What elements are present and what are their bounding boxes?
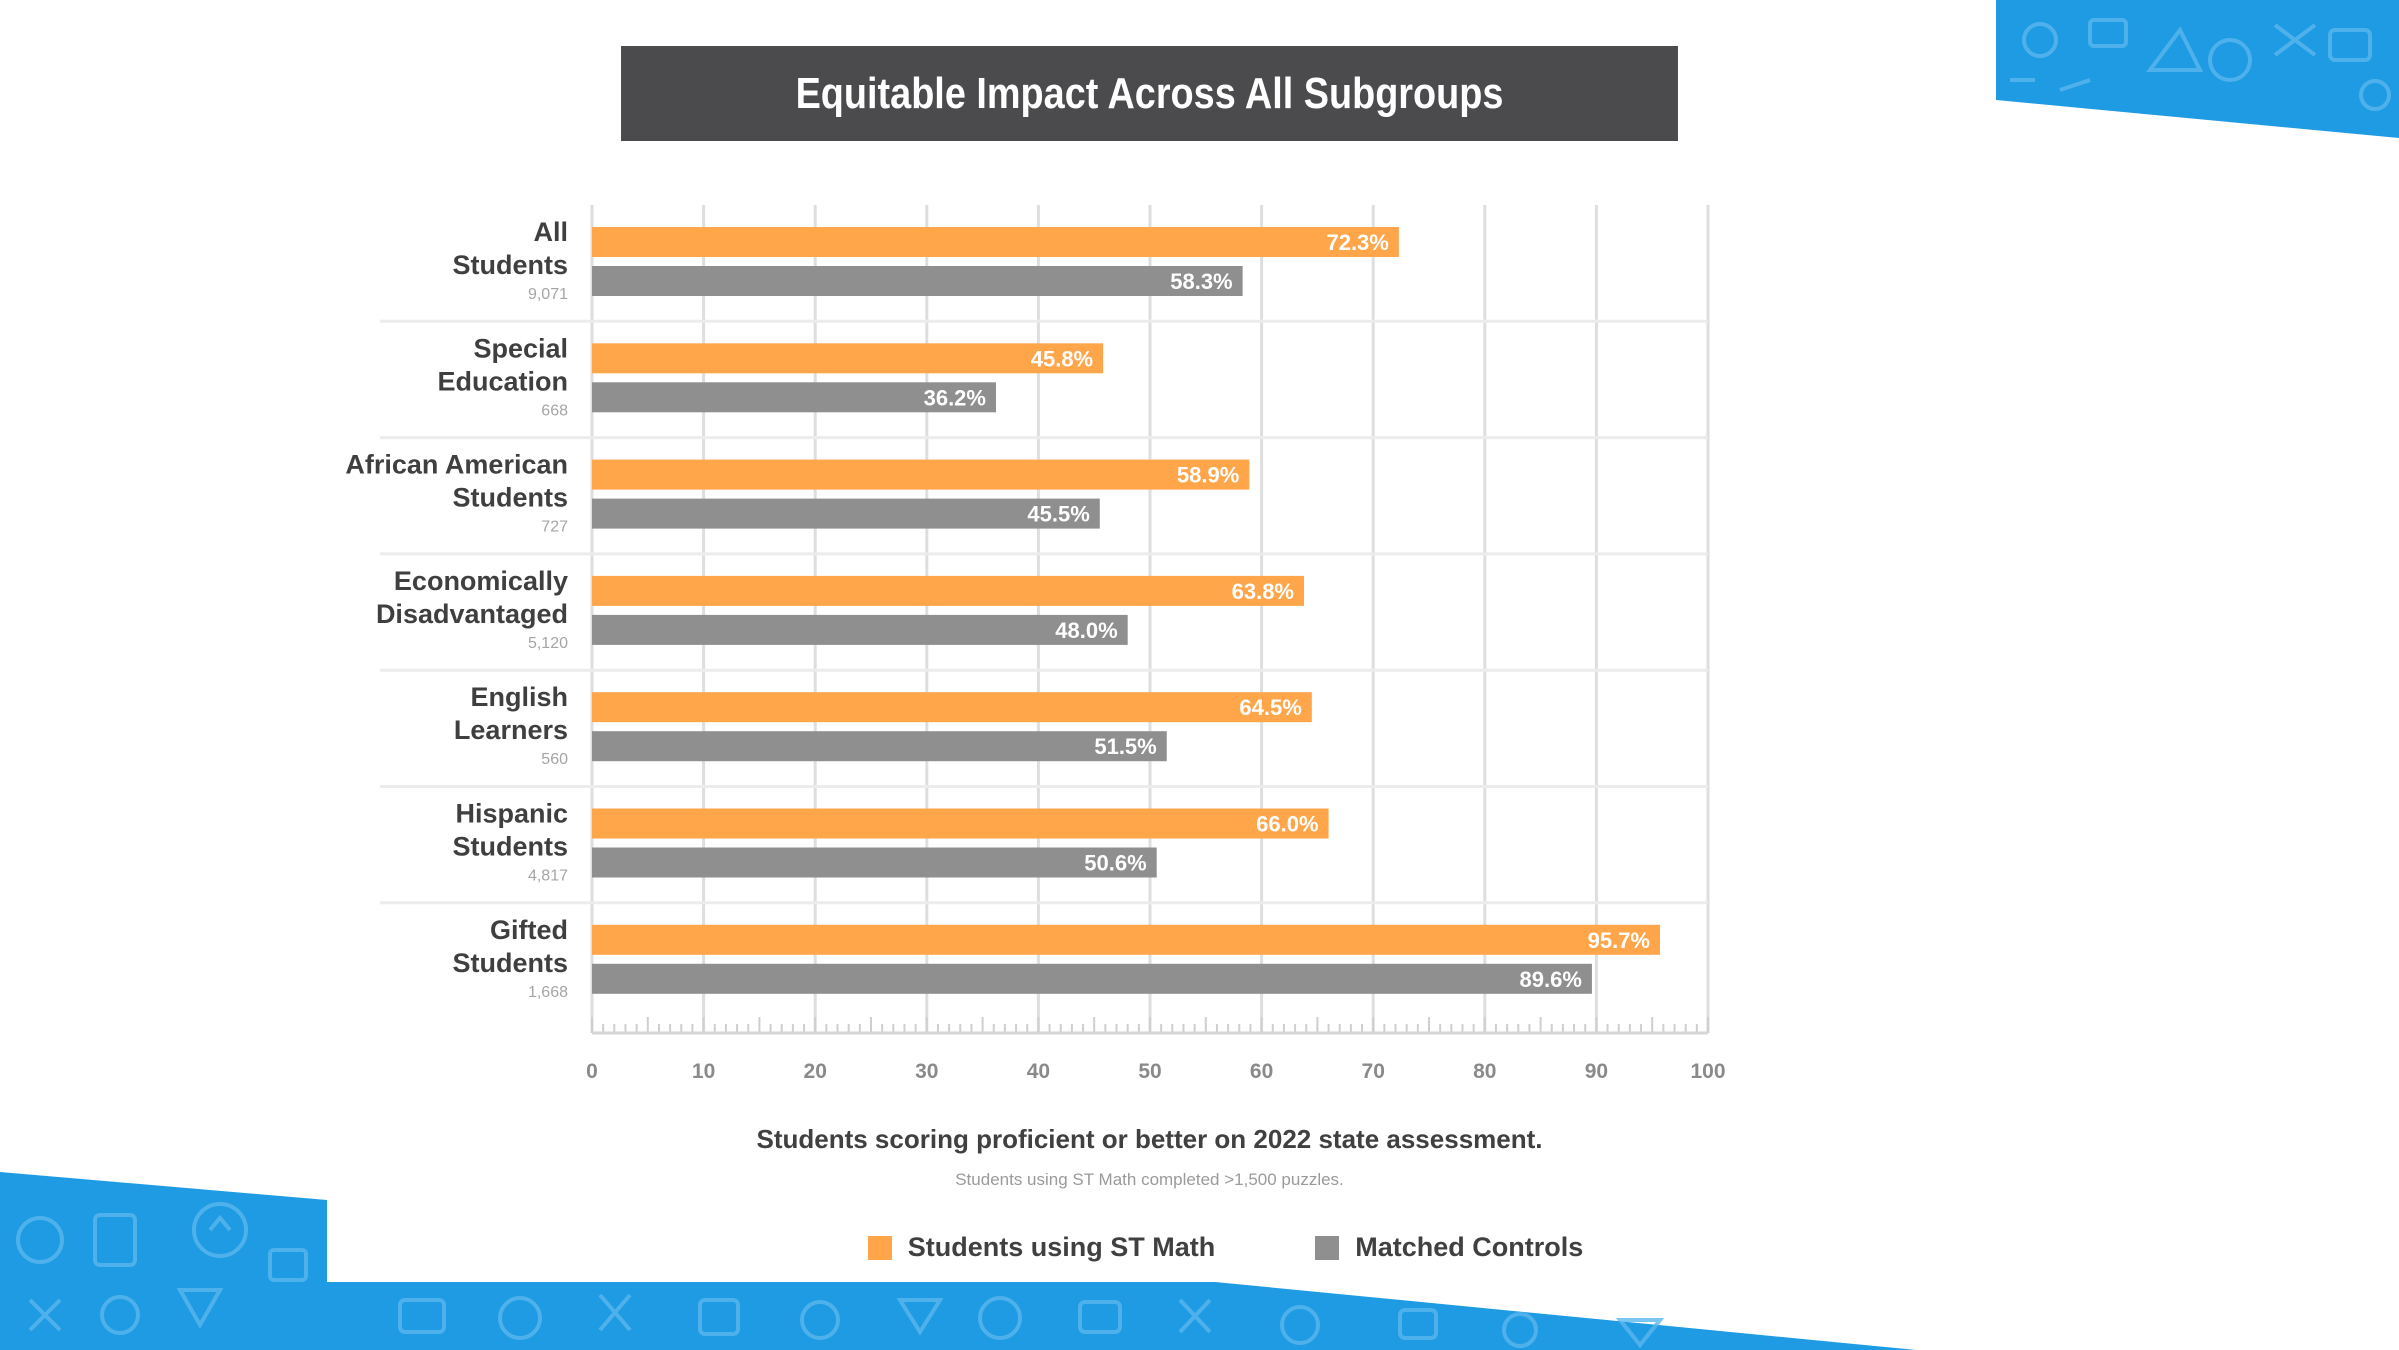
x-tick-label: 90 — [1585, 1060, 1608, 1083]
category-count: 1,668 — [528, 984, 568, 1001]
bar-st-math — [592, 227, 1399, 257]
x-axis-label: Students scoring proficient or better on… — [756, 1124, 1543, 1154]
category-count: 4,817 — [528, 868, 568, 885]
x-tick-label: 60 — [1250, 1060, 1273, 1083]
data-label: 72.3% — [1326, 230, 1388, 255]
data-label: 66.0% — [1256, 812, 1318, 837]
data-label: 95.7% — [1588, 928, 1650, 953]
data-label: 50.6% — [1084, 851, 1146, 876]
legend-swatch-orange — [867, 1235, 892, 1260]
category-count: 9,071 — [528, 286, 568, 303]
x-tick-label: 0 — [586, 1060, 598, 1083]
legend-label-controls: Matched Controls — [1355, 1232, 1584, 1262]
data-label: 89.6% — [1520, 967, 1582, 992]
category-label-line2: Students — [452, 832, 568, 862]
category-count: 727 — [541, 519, 568, 536]
x-tick-label: 30 — [915, 1060, 938, 1083]
bar-controls — [592, 382, 996, 413]
x-tick-label: 50 — [1138, 1060, 1161, 1083]
data-label: 64.5% — [1239, 695, 1301, 720]
x-tick-label: 40 — [1027, 1060, 1050, 1083]
bar-st-math — [592, 575, 1305, 606]
legend: Students using ST Math Matched Controls — [0, 1232, 2399, 1263]
bottom-blue-banner — [0, 1172, 1916, 1350]
category-label-line1: All — [533, 217, 568, 247]
bar-st-math — [592, 808, 1329, 839]
chart-note: Students using ST Math completed >1,500 … — [955, 1170, 1344, 1189]
x-tick-label: 20 — [804, 1060, 827, 1083]
legend-label-st-math: Students using ST Math — [907, 1232, 1216, 1262]
data-label: 63.8% — [1232, 579, 1294, 604]
category-label-line2: Students — [452, 948, 568, 978]
data-label: 36.2% — [924, 385, 986, 410]
legend-item-st-math: Students using ST Math — [867, 1232, 1216, 1263]
category-label-line1: Special — [473, 333, 568, 363]
top-right-blue-banner — [1996, 0, 2399, 138]
x-tick-label: 10 — [692, 1060, 715, 1083]
bar-controls — [592, 963, 1592, 994]
category-label-line1: Gifted — [490, 915, 568, 945]
category-label-line2: Learners — [454, 715, 568, 745]
data-label: 58.9% — [1177, 463, 1239, 488]
bar-st-math — [592, 924, 1661, 955]
category-label-line2: Education — [437, 366, 568, 396]
data-label: 58.3% — [1170, 269, 1232, 294]
bar-st-math — [592, 692, 1312, 723]
x-tick-label: 70 — [1362, 1060, 1385, 1083]
data-label: 45.8% — [1031, 346, 1093, 371]
bar-st-math — [592, 343, 1104, 374]
category-label-line2: Students — [452, 250, 568, 280]
category-label-line2: Students — [452, 483, 568, 513]
bar-controls — [592, 731, 1167, 762]
category-label-line1: English — [470, 682, 568, 712]
category-label-line1: Hispanic — [455, 799, 568, 829]
chart-title: Equitable Impact Across All Subgroups — [621, 46, 1678, 141]
bar-st-math — [592, 459, 1250, 490]
bar-controls — [592, 498, 1100, 529]
bar-controls — [592, 266, 1243, 296]
category-label-line1: Economically — [394, 566, 568, 596]
data-label: 48.0% — [1055, 618, 1117, 643]
x-tick-label: 100 — [1690, 1060, 1725, 1083]
bar-controls — [592, 614, 1128, 645]
category-label-line2: Disadvantaged — [376, 599, 568, 629]
data-label: 45.5% — [1027, 502, 1089, 527]
legend-swatch-gray — [1315, 1235, 1340, 1260]
category-count: 560 — [541, 751, 568, 768]
category-count: 5,120 — [528, 635, 568, 652]
x-tick-label: 80 — [1473, 1060, 1496, 1083]
legend-item-controls: Matched Controls — [1315, 1232, 1583, 1263]
bar-controls — [592, 847, 1157, 878]
category-count: 668 — [541, 402, 568, 419]
data-label: 51.5% — [1094, 734, 1156, 759]
category-label-line1: African American — [345, 450, 568, 480]
